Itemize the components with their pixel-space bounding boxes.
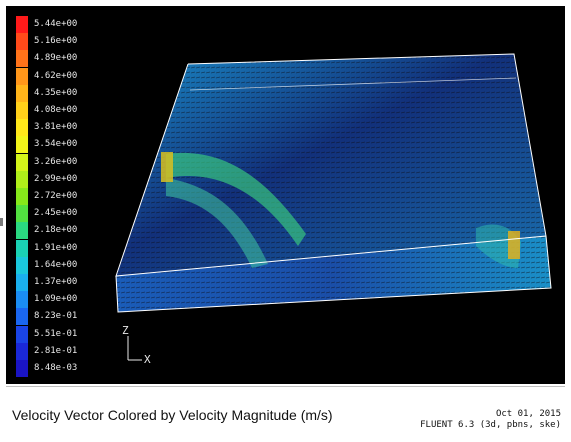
legend-label: 5.51e-01 [34, 329, 77, 339]
legend-swatch [16, 102, 28, 119]
legend-swatch [16, 119, 28, 136]
legend-swatch [16, 291, 28, 308]
legend-swatch [16, 85, 28, 102]
z-axis-label: Z [122, 324, 129, 337]
legend-label: 4.08e+00 [34, 105, 77, 115]
legend-label: 8.48e-03 [34, 363, 77, 373]
legend-swatch [16, 188, 28, 205]
legend-label: 3.81e+00 [34, 122, 77, 132]
legend-swatch [16, 16, 28, 33]
legend-label: 1.64e+00 [34, 260, 77, 270]
legend-label: 3.54e+00 [34, 139, 77, 149]
legend-label: 2.18e+00 [34, 225, 77, 235]
legend-label: 2.81e-01 [34, 346, 77, 356]
legend-swatch [16, 33, 28, 50]
legend-label: 4.62e+00 [34, 71, 77, 81]
graphics-viewport[interactable]: 5.44e+00 5.16e+00 4.89e+00 4.62e+00 4.35e+00… [6, 6, 565, 384]
legend-label: 5.16e+00 [34, 36, 77, 46]
caption-date: Oct 01, 2015 [496, 409, 561, 419]
legend-swatch [16, 257, 28, 274]
legend-label: 2.99e+00 [34, 174, 77, 184]
legend-swatch [16, 240, 28, 257]
legend-label: 1.37e+00 [34, 277, 77, 287]
legend-swatch [16, 360, 28, 377]
caption-version: FLUENT 6.3 (3d, pbns, ske) [420, 420, 561, 430]
inlet-hotspot [161, 152, 173, 182]
legend-swatch [16, 154, 28, 171]
legend-swatch [16, 171, 28, 188]
legend-label: 2.72e+00 [34, 191, 77, 201]
legend-label: 3.26e+00 [34, 157, 77, 167]
caption-title: Velocity Vector Colored by Velocity Magn… [12, 407, 333, 423]
legend-label: 2.45e+00 [34, 208, 77, 218]
splitter-handle[interactable] [0, 218, 3, 226]
legend-label: 1.09e+00 [34, 294, 77, 304]
legend-swatch [16, 274, 28, 291]
caption-bar: Velocity Vector Colored by Velocity Magn… [6, 386, 565, 437]
legend-label: 5.44e+00 [34, 19, 77, 29]
axis-triad: Z X [118, 326, 158, 372]
legend-swatch [16, 343, 28, 360]
vector-field-render [6, 6, 565, 384]
legend-label: 4.89e+00 [34, 53, 77, 63]
x-axis-label: X [144, 353, 151, 366]
legend-label: 8.23e-01 [34, 311, 77, 321]
legend-label: 4.35e+00 [34, 88, 77, 98]
legend-swatch [16, 68, 28, 85]
legend-swatch [16, 205, 28, 222]
legend-label: 1.91e+00 [34, 243, 77, 253]
outlet-hotspot [508, 231, 520, 259]
legend-swatch [16, 50, 28, 67]
legend-swatch [16, 308, 28, 325]
color-legend: 5.44e+00 5.16e+00 4.89e+00 4.62e+00 4.35e+00… [12, 16, 82, 378]
legend-swatch [16, 222, 28, 239]
legend-swatch [16, 326, 28, 343]
legend-swatch [16, 136, 28, 153]
